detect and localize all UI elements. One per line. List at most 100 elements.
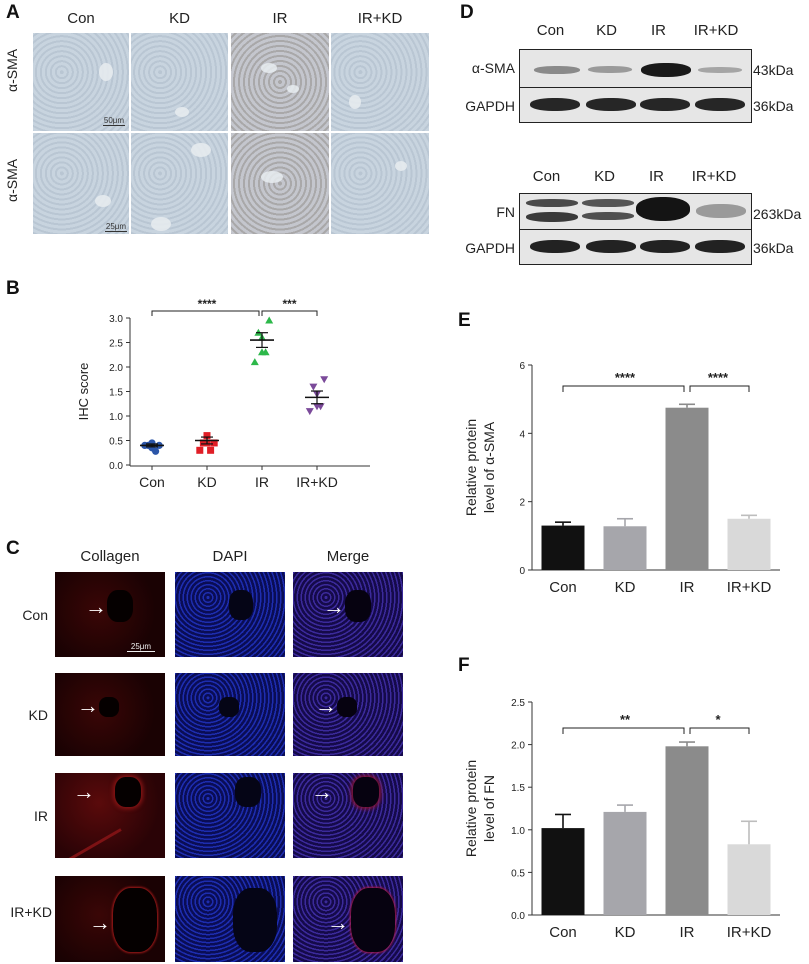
a-scalebar-2: 25μm bbox=[105, 222, 127, 232]
e-sig-bracket bbox=[562, 385, 685, 392]
b-ytick-label: 0.5 bbox=[109, 437, 123, 448]
c-image-con-merge: → bbox=[293, 572, 403, 657]
a-header-ir: IR bbox=[272, 10, 288, 27]
a-row-label-1: α-SMA bbox=[4, 48, 20, 92]
e-ytick-label: 4 bbox=[519, 429, 525, 440]
e-sig-label: **** bbox=[708, 370, 729, 385]
a-image-r2-ir bbox=[231, 133, 329, 234]
b-point bbox=[199, 439, 207, 447]
c-image-irkd-merge: → bbox=[293, 876, 403, 962]
f-sig-label: * bbox=[715, 712, 721, 727]
panel-label-f: F bbox=[458, 655, 470, 676]
c-image-irkd-dapi bbox=[175, 876, 285, 962]
b-point bbox=[305, 408, 314, 416]
d1-header-ir: IR bbox=[651, 22, 666, 39]
a-header-con: Con bbox=[67, 10, 95, 27]
f-ylabel-1: Relative protein bbox=[463, 760, 479, 857]
e-sig-bracket bbox=[689, 385, 750, 392]
a-row-label-2: α-SMA bbox=[4, 158, 20, 202]
b-sig-bracket bbox=[151, 310, 260, 316]
f-ytick-label: 1.5 bbox=[511, 783, 525, 794]
b-ytick-label: 1.0 bbox=[109, 412, 123, 423]
b-point bbox=[309, 383, 318, 391]
f-ytick-label: 2.0 bbox=[511, 741, 525, 752]
a-header-kd: KD bbox=[169, 10, 190, 27]
a-header-irkd: IR+KD bbox=[357, 10, 403, 27]
e-xtick-label: IR bbox=[680, 579, 695, 596]
f-sig-bracket bbox=[562, 727, 685, 734]
e-ytick-label: 2 bbox=[519, 498, 525, 509]
c-image-kd-dapi bbox=[175, 673, 285, 756]
c-image-irkd-collagen: → bbox=[55, 876, 165, 962]
b-ytick-label: 3.0 bbox=[109, 314, 123, 325]
d2-size-36: 36kDa bbox=[753, 240, 794, 256]
b-point bbox=[258, 348, 266, 356]
chart-f: 0.0 0.5 1.0 1.5 2.0 2.5 Relative protein level … bbox=[463, 698, 780, 941]
e-sig-label: **** bbox=[615, 370, 636, 385]
a-image-r1-kd bbox=[131, 33, 228, 131]
e-ytick-label: 0 bbox=[519, 566, 525, 577]
f-xtick-label: Con bbox=[549, 924, 577, 941]
b-xtick-label: IR bbox=[255, 474, 269, 490]
b-point bbox=[196, 446, 204, 454]
a-image-r2-con bbox=[33, 133, 129, 234]
f-bar bbox=[727, 844, 771, 915]
panel-label-a: A bbox=[6, 2, 20, 23]
d1-header-con: Con bbox=[536, 22, 565, 39]
f-xtick-label: KD bbox=[615, 924, 636, 941]
c-image-ir-merge: → bbox=[293, 773, 403, 858]
d1-row-gapdh: GAPDH bbox=[465, 98, 515, 114]
b-point bbox=[203, 432, 211, 440]
c-image-kd-merge: → bbox=[293, 673, 403, 756]
c-image-ir-collagen: → bbox=[55, 773, 165, 858]
e-bar bbox=[665, 407, 709, 570]
d2-header-con: Con bbox=[532, 168, 561, 185]
a-image-r1-ir bbox=[231, 33, 329, 131]
a-image-r2-kd bbox=[131, 133, 228, 234]
f-bar bbox=[665, 746, 709, 915]
b-sig-label: *** bbox=[282, 297, 296, 311]
b-ytick-label: 0.0 bbox=[109, 461, 123, 472]
f-sig-bracket bbox=[689, 727, 750, 734]
c-row-irkd: IR+KD bbox=[10, 904, 52, 920]
e-xtick-label: IR+KD bbox=[727, 579, 772, 596]
f-ytick-label: 0.5 bbox=[511, 868, 525, 879]
c-header-merge: Merge bbox=[326, 548, 370, 565]
panel-label-b: B bbox=[6, 278, 20, 299]
a-image-r2-irkd bbox=[331, 133, 429, 234]
f-ytick-label: 2.5 bbox=[511, 698, 525, 709]
f-ylabel-2: level of FN bbox=[481, 775, 497, 842]
c-image-kd-collagen: → bbox=[55, 673, 165, 756]
panel-label-d: D bbox=[460, 2, 474, 23]
c-scalebar: 25μm bbox=[127, 642, 155, 652]
b-point bbox=[152, 447, 160, 455]
c-image-con-collagen: → 25μm bbox=[55, 572, 165, 657]
b-point bbox=[265, 316, 274, 324]
c-row-kd: KD bbox=[28, 707, 48, 723]
b-ylabel: IHC score bbox=[76, 363, 91, 421]
f-bar bbox=[541, 828, 585, 915]
b-point bbox=[313, 403, 321, 411]
d2-size-263: 263kDa bbox=[753, 206, 802, 222]
a-image-r1-irkd bbox=[331, 33, 429, 131]
a-image-r1-con: 50μm bbox=[33, 33, 129, 131]
d2-row-gapdh: GAPDH bbox=[465, 240, 515, 256]
chart-b: 0.0 0.5 1.0 1.5 2.0 2.5 3.0 IHC score Con KD IR IR+… bbox=[76, 297, 370, 490]
d1-row-asma: α-SMA bbox=[471, 60, 515, 76]
c-row-ir: IR bbox=[34, 808, 48, 824]
b-point bbox=[210, 439, 218, 447]
b-point bbox=[320, 376, 329, 384]
d1-header-kd: KD bbox=[596, 22, 617, 39]
c-image-ir-dapi bbox=[175, 773, 285, 858]
b-xtick-label: Con bbox=[139, 474, 165, 490]
b-point bbox=[250, 358, 259, 366]
b-sig-label: **** bbox=[198, 297, 217, 311]
d2-blot-fn bbox=[519, 193, 752, 231]
d2-header-irkd: IR+KD bbox=[691, 168, 737, 185]
f-sig-label: ** bbox=[620, 712, 631, 727]
c-header-dapi: DAPI bbox=[212, 548, 248, 565]
d1-blot-gapdh bbox=[519, 87, 752, 123]
b-ytick-label: 2.5 bbox=[109, 339, 123, 350]
e-bar bbox=[727, 518, 771, 570]
e-xtick-label: KD bbox=[615, 579, 636, 596]
